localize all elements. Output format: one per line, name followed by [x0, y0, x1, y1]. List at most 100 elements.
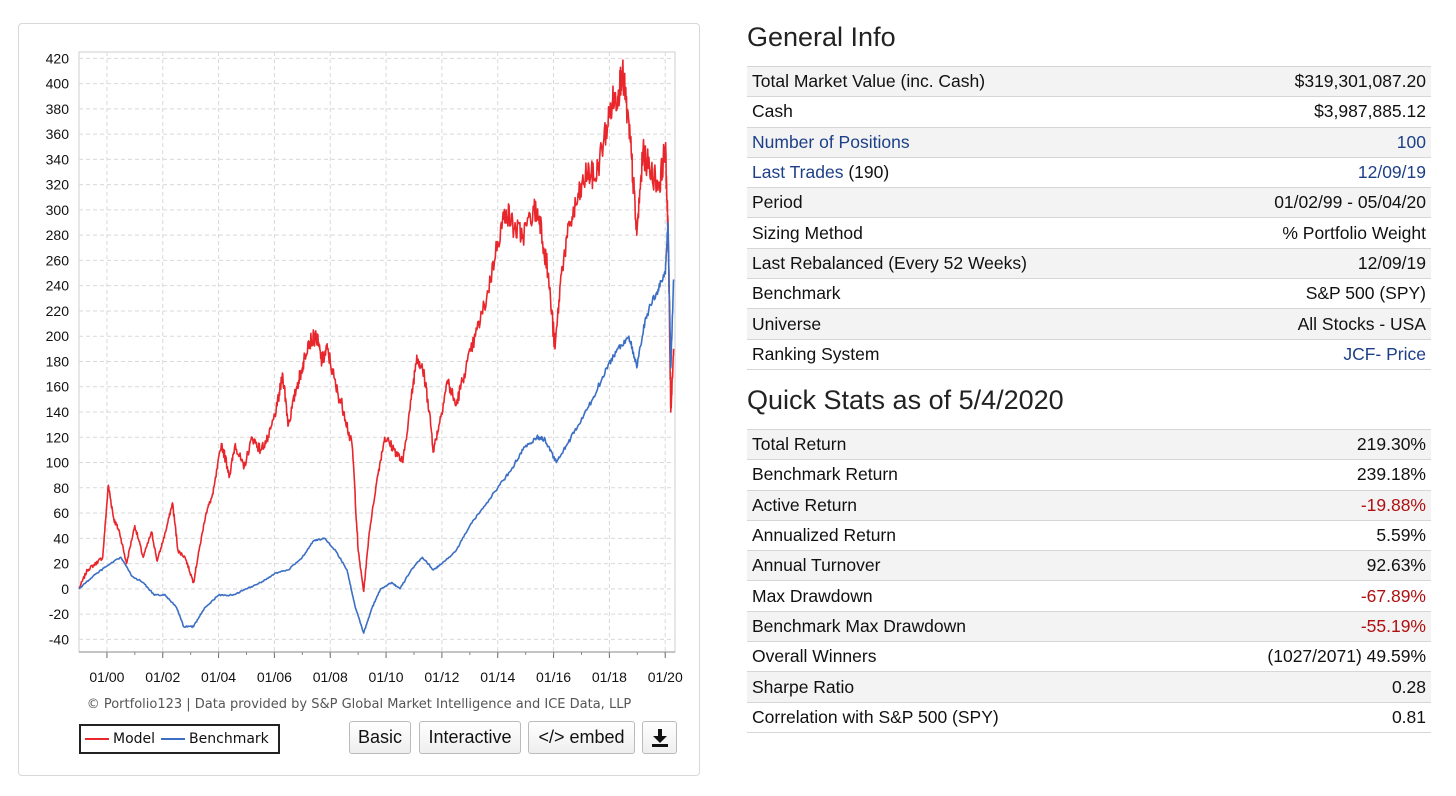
row-value: (1027/2071) 49.59% [1159, 641, 1431, 672]
table-row: Ranking System JCF- Price [747, 338, 1431, 370]
table-row: Sizing Method % Portfolio Weight [747, 217, 1431, 249]
row-label: Universe [747, 308, 1184, 340]
row-label: Last Trades (190) [747, 156, 1184, 188]
row-label: Last Rebalanced (Every 52 Weeks) [747, 247, 1184, 279]
x-tick-label: 01/04 [201, 669, 236, 685]
download-icon [651, 728, 668, 747]
number-of-positions-value-link[interactable]: 100 [1183, 126, 1431, 158]
y-tick-label: 0 [61, 581, 69, 597]
y-tick-label: 40 [53, 530, 69, 546]
row-label: Benchmark Max Drawdown [747, 610, 1160, 642]
chart-card: -40 -20 0 20 40 60 80 100 120 140 160 180 200 220 240 2… [18, 23, 700, 776]
last-trades-link[interactable]: Last Trades [752, 162, 844, 183]
table-row: Period 01/02/99 - 05/04/20 [747, 187, 1431, 218]
legend-item-benchmark: Benchmark [161, 731, 269, 747]
number-of-positions-link[interactable]: Number of Positions [747, 126, 1184, 158]
row-value: All Stocks - USA [1183, 308, 1431, 340]
general-info-table: Total Market Value (inc. Cash) $319,301,… [747, 65, 1431, 370]
row-value: 239.18% [1159, 459, 1431, 491]
x-tick-label: 01/14 [480, 669, 515, 685]
row-label: Sizing Method [747, 217, 1184, 249]
y-tick-label: 280 [46, 227, 70, 243]
x-tick-label: 01/18 [592, 669, 627, 685]
row-value: 92.63% [1159, 550, 1431, 581]
y-tick-label: -20 [49, 606, 69, 622]
row-label: Correlation with S&P 500 (SPY) [747, 701, 1160, 733]
row-value: 01/02/99 - 05/04/20 [1183, 187, 1431, 218]
row-label: Period [747, 187, 1184, 218]
table-row: Benchmark Max Drawdown -55.19% [747, 610, 1431, 642]
row-value: $319,301,087.20 [1183, 65, 1431, 97]
row-value: % Portfolio Weight [1183, 217, 1431, 249]
y-tick-label: 80 [53, 480, 69, 496]
quick-stats-title: Quick Stats as of 5/4/2020 [747, 385, 1064, 415]
chart-legend: Model Benchmark [79, 724, 280, 754]
y-tick-label: 420 [46, 50, 70, 66]
table-row: Universe All Stocks - USA [747, 308, 1431, 340]
legend-item-model: Model [85, 731, 155, 747]
table-row: Overall Winners (1027/2071) 49.59% [747, 641, 1431, 672]
row-value: $3,987,885.12 [1183, 96, 1431, 128]
row-value: 0.28 [1159, 671, 1431, 703]
table-row: Number of Positions 100 [747, 126, 1431, 158]
x-tick-label: 01/00 [89, 669, 124, 685]
table-row: Total Return 219.30% [747, 428, 1431, 460]
table-row: Sharpe Ratio 0.28 [747, 671, 1431, 703]
x-tick-label: 01/08 [313, 669, 348, 685]
x-tick-label: 01/06 [257, 669, 292, 685]
general-info-title: General Info [747, 22, 896, 52]
table-row: Annualized Return 5.59% [747, 519, 1431, 551]
quick-stats-table: Total Return 219.30% Benchmark Return 23… [747, 428, 1431, 733]
y-tick-label: 20 [53, 556, 69, 572]
legend-label-benchmark: Benchmark [189, 731, 269, 747]
y-tick-label: 380 [46, 101, 70, 117]
row-value: -55.19% [1159, 610, 1431, 642]
legend-swatch-benchmark [161, 738, 186, 740]
table-row: Correlation with S&P 500 (SPY) 0.81 [747, 701, 1431, 733]
x-tick-label: 01/12 [424, 669, 459, 685]
table-row: Annual Turnover 92.63% [747, 550, 1431, 581]
download-button[interactable] [642, 721, 677, 754]
y-tick-label: 260 [46, 252, 70, 268]
row-value: 0.81 [1159, 701, 1431, 733]
row-label: Total Return [747, 428, 1160, 460]
table-row: Last Rebalanced (Every 52 Weeks) 12/09/1… [747, 247, 1431, 279]
y-tick-label: 240 [46, 278, 70, 294]
y-tick-label: -40 [49, 631, 69, 647]
y-tick-label: 200 [46, 328, 70, 344]
last-trades-count: (190) [843, 162, 890, 183]
table-row: Benchmark Return 239.18% [747, 459, 1431, 491]
last-trades-date-link[interactable]: 12/09/19 [1183, 156, 1431, 188]
y-tick-label: 300 [46, 202, 70, 218]
x-tick-label: 01/10 [369, 669, 404, 685]
row-label: Sharpe Ratio [747, 671, 1160, 703]
series-line-benchmark [78, 221, 675, 634]
y-tick-label: 340 [46, 151, 70, 167]
embed-button[interactable]: </> embed [528, 721, 635, 754]
plot-area [78, 51, 676, 653]
x-tick-label: 01/02 [145, 669, 180, 685]
basic-button[interactable]: Basic [349, 721, 411, 754]
row-label: Annual Turnover [747, 550, 1160, 581]
y-tick-label: 100 [46, 455, 70, 471]
data-credit: © Portfolio123 | Data provided by S&P Gl… [86, 697, 632, 712]
row-label: Total Market Value (inc. Cash) [747, 65, 1184, 97]
row-value: S&P 500 (SPY) [1183, 278, 1431, 309]
row-label: Annualized Return [747, 519, 1160, 551]
legend-label-model: Model [113, 731, 156, 747]
y-tick-label: 360 [46, 126, 70, 142]
row-value: 219.30% [1159, 428, 1431, 460]
ranking-system-link[interactable]: JCF- Price [1183, 338, 1431, 370]
row-value: 5.59% [1159, 519, 1431, 551]
y-tick-label: 220 [46, 303, 70, 319]
y-tick-label: 320 [46, 177, 70, 193]
interactive-button[interactable]: Interactive [419, 721, 521, 754]
series-line-model [78, 59, 675, 593]
row-label: Benchmark [747, 278, 1184, 309]
row-label: Active Return [747, 489, 1160, 521]
row-label: Ranking System [747, 338, 1184, 370]
y-tick-label: 140 [46, 404, 70, 420]
row-value: -19.88% [1159, 489, 1431, 521]
y-tick-label: 400 [46, 76, 70, 92]
x-tick-label: 01/20 [648, 669, 683, 685]
